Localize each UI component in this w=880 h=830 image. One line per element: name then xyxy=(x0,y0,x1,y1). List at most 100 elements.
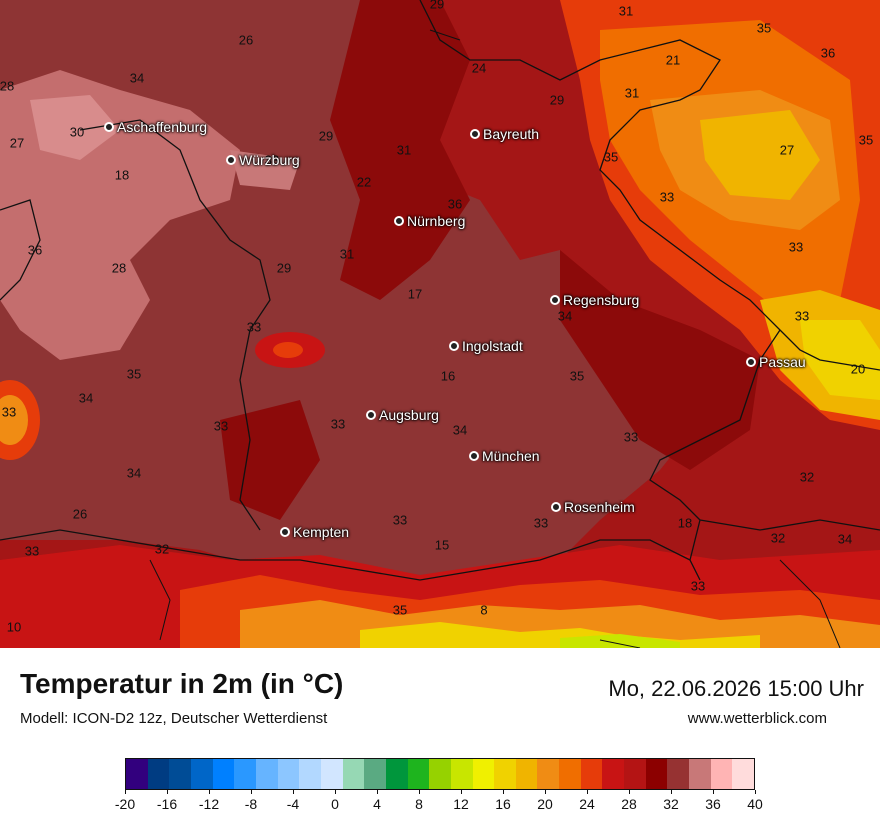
temperature-value: 8 xyxy=(480,602,488,618)
temperature-value: 33 xyxy=(24,543,40,559)
website-link[interactable]: www.wetterblick.com xyxy=(687,710,827,727)
legend-tick-mark xyxy=(209,790,210,794)
city-marker-icon xyxy=(550,295,560,305)
temperature-value: 29 xyxy=(429,0,445,12)
city-rosenheim: Rosenheim xyxy=(551,499,635,515)
temperature-value: 33 xyxy=(213,418,229,434)
city-marker-icon xyxy=(470,129,480,139)
temperature-value: 32 xyxy=(154,541,170,557)
city-marker-icon xyxy=(746,357,756,367)
legend-swatch xyxy=(190,759,213,789)
temperature-value: 33 xyxy=(788,239,804,255)
temperature-value: 16 xyxy=(440,368,456,384)
legend-tick-label: 28 xyxy=(621,796,637,812)
legend-tick-mark xyxy=(419,790,420,794)
legend-swatch xyxy=(212,759,235,789)
temperature-value: 35 xyxy=(392,602,408,618)
map-footer: Temperatur in 2m (in °C) Modell: ICON-D2… xyxy=(0,648,880,830)
temperature-value: 35 xyxy=(858,132,874,148)
legend-swatch xyxy=(385,759,408,789)
temperature-value: 29 xyxy=(549,92,565,108)
city-label: Regensburg xyxy=(563,292,640,308)
legend-tick-mark xyxy=(377,790,378,794)
temperature-value: 35 xyxy=(126,366,142,382)
city-augsburg: Augsburg xyxy=(366,407,439,423)
legend-tick-mark xyxy=(629,790,630,794)
temperature-value: 18 xyxy=(114,167,130,183)
city-label: Würzburg xyxy=(239,152,300,168)
temperature-value: 33 xyxy=(794,308,810,324)
temperature-value: 26 xyxy=(72,506,88,522)
city-label: Augsburg xyxy=(379,407,439,423)
legend-swatch xyxy=(169,759,191,789)
legend-tick-mark xyxy=(587,790,588,794)
temperature-value: 30 xyxy=(69,124,85,140)
temperature-value: 29 xyxy=(318,128,334,144)
legend-swatch xyxy=(450,759,473,789)
city-marker-icon xyxy=(366,410,376,420)
legend-swatch xyxy=(234,759,256,789)
model-info: Modell: ICON-D2 12z, Deutscher Wetterdie… xyxy=(20,710,328,727)
city-marker-icon xyxy=(469,451,479,461)
legend-tick-label: -12 xyxy=(198,796,220,812)
legend-swatch xyxy=(559,759,581,789)
city-wuerzburg: Würzburg xyxy=(226,152,300,168)
city-kempten: Kempten xyxy=(280,524,349,540)
legend-tick-label: 16 xyxy=(495,796,511,812)
legend-tick-label: -20 xyxy=(114,796,136,812)
temperature-value: 27 xyxy=(9,135,25,151)
legend-tick-label: 40 xyxy=(747,796,763,812)
legend-swatch xyxy=(147,759,170,789)
temperature-value: 34 xyxy=(452,422,468,438)
legend-tick-label: 8 xyxy=(415,796,423,812)
temperature-value: 33 xyxy=(330,416,346,432)
temperature-value: 28 xyxy=(111,260,127,276)
legend-tick-mark xyxy=(125,790,126,794)
temperature-value: 28 xyxy=(0,78,15,94)
legend-swatch xyxy=(320,759,343,789)
temperature-value: 31 xyxy=(618,3,634,19)
temperature-value: 31 xyxy=(396,142,412,158)
city-marker-icon xyxy=(394,216,404,226)
legend-tick-mark xyxy=(503,790,504,794)
city-label: Nürnberg xyxy=(407,213,466,229)
temperature-value: 33 xyxy=(623,429,639,445)
city-regensburg: Regensburg xyxy=(550,292,639,308)
temperature-value: 35 xyxy=(756,20,772,36)
legend-swatch xyxy=(342,759,365,789)
legend-swatch xyxy=(126,759,148,789)
temperature-value: 31 xyxy=(339,246,355,262)
city-label: Passau xyxy=(759,354,806,370)
city-label: Ingolstadt xyxy=(462,338,523,354)
city-marker-icon xyxy=(551,502,561,512)
temperature-value: 15 xyxy=(434,537,450,553)
legend-tick-mark xyxy=(545,790,546,794)
legend-tick-mark xyxy=(713,790,714,794)
temperature-value: 34 xyxy=(126,465,142,481)
temperature-value: 32 xyxy=(799,469,815,485)
legend-swatch xyxy=(472,759,495,789)
city-nuernberg: Nürnberg xyxy=(394,213,465,229)
legend-swatch xyxy=(255,759,278,789)
temperature-value: 33 xyxy=(1,404,17,420)
legend-tick-label: 24 xyxy=(579,796,595,812)
temperature-value: 34 xyxy=(78,390,94,406)
city-marker-icon xyxy=(226,155,236,165)
city-label: München xyxy=(482,448,540,464)
city-label: Kempten xyxy=(293,524,350,540)
temperature-value: 35 xyxy=(569,368,585,384)
temperature-value: 36 xyxy=(820,45,836,61)
temperature-value: 33 xyxy=(264,152,280,168)
temperature-value: 32 xyxy=(770,530,786,546)
legend-swatch xyxy=(277,759,300,789)
temperature-value: 34 xyxy=(129,70,145,86)
legend-tick-mark xyxy=(671,790,672,794)
legend-swatch xyxy=(624,759,646,789)
legend-swatch xyxy=(732,759,755,789)
city-label: Bayreuth xyxy=(483,126,540,142)
city-label: Rosenheim xyxy=(564,499,635,515)
legend-swatch xyxy=(689,759,711,789)
temperature-map: 29 31 26 34 28 24 21 29 31 35 36 30 27 29 31 35 35 33 18 27… xyxy=(0,0,880,648)
legend-tick-mark xyxy=(755,790,756,794)
map-title: Temperatur in 2m (in °C) xyxy=(20,668,344,699)
